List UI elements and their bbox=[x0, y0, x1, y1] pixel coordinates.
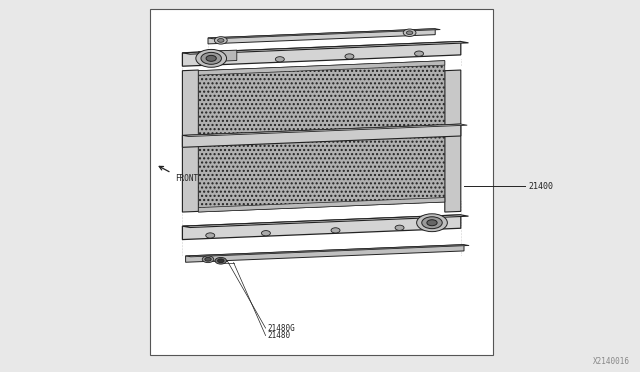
Text: FRONT: FRONT bbox=[175, 174, 198, 183]
Polygon shape bbox=[198, 50, 237, 62]
Polygon shape bbox=[182, 215, 461, 240]
Text: 21400: 21400 bbox=[528, 182, 553, 190]
Circle shape bbox=[275, 57, 284, 62]
Polygon shape bbox=[198, 198, 445, 212]
Polygon shape bbox=[182, 70, 198, 212]
Circle shape bbox=[345, 54, 354, 59]
Circle shape bbox=[196, 49, 227, 67]
Bar bbox=[150, 9, 493, 355]
Circle shape bbox=[211, 59, 220, 64]
Polygon shape bbox=[182, 215, 468, 228]
Circle shape bbox=[427, 220, 437, 226]
Polygon shape bbox=[186, 245, 469, 257]
Polygon shape bbox=[182, 124, 461, 147]
Circle shape bbox=[215, 257, 227, 264]
Circle shape bbox=[218, 259, 224, 263]
Circle shape bbox=[206, 55, 216, 61]
Polygon shape bbox=[198, 135, 445, 212]
Polygon shape bbox=[186, 245, 464, 262]
Text: 21480G: 21480G bbox=[268, 324, 295, 333]
Polygon shape bbox=[208, 29, 435, 44]
Polygon shape bbox=[198, 61, 445, 138]
Circle shape bbox=[417, 214, 447, 232]
Polygon shape bbox=[182, 42, 468, 54]
Polygon shape bbox=[182, 42, 461, 66]
Circle shape bbox=[202, 256, 214, 263]
Circle shape bbox=[422, 217, 442, 229]
Text: 21480: 21480 bbox=[268, 331, 291, 340]
Circle shape bbox=[206, 233, 214, 238]
Text: X2140016: X2140016 bbox=[593, 357, 630, 366]
Polygon shape bbox=[445, 70, 461, 212]
Circle shape bbox=[201, 52, 221, 64]
Circle shape bbox=[331, 228, 340, 233]
Polygon shape bbox=[182, 124, 467, 137]
Circle shape bbox=[406, 31, 413, 35]
Circle shape bbox=[403, 29, 416, 36]
Polygon shape bbox=[198, 61, 445, 75]
Circle shape bbox=[261, 231, 270, 236]
Polygon shape bbox=[208, 29, 440, 39]
Circle shape bbox=[218, 39, 224, 42]
Circle shape bbox=[395, 225, 404, 230]
Circle shape bbox=[415, 51, 424, 56]
Circle shape bbox=[205, 257, 211, 261]
Circle shape bbox=[214, 37, 227, 44]
